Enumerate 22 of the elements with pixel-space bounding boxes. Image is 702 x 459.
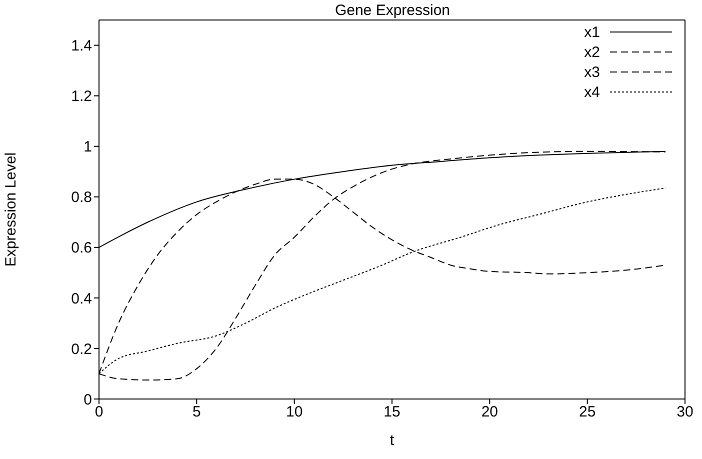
y-tick-label: 0.6	[71, 240, 92, 257]
x-tick-label: 30	[676, 404, 694, 421]
x-tick-label: 10	[286, 404, 303, 421]
y-tick-label: 1.2	[71, 88, 92, 106]
y-tick-label: 0.8	[71, 189, 92, 206]
legend-label: x1	[584, 24, 600, 40]
x-tick-label: 0	[94, 404, 104, 421]
x-tick-label: 15	[384, 404, 400, 421]
y-tick-label: 1	[84, 138, 92, 156]
x-tick-label: 5	[192, 404, 201, 421]
x-tick-label: 20	[481, 404, 498, 421]
x-axis-title: t	[390, 432, 395, 449]
y-tick-label: 0.4	[71, 290, 92, 308]
y-tick-label: 0.2	[71, 340, 92, 358]
y-tick-label: 1.4	[71, 38, 92, 55]
legend-label: x3	[584, 64, 600, 80]
chart-title: Gene Expression	[334, 2, 452, 19]
y-tick-label: 0	[84, 391, 92, 408]
legend-label: x4	[584, 84, 600, 100]
legend-label: x2	[584, 44, 600, 60]
x-tick-label: 25	[578, 404, 596, 421]
y-axis-title: Expression Level	[2, 152, 20, 267]
